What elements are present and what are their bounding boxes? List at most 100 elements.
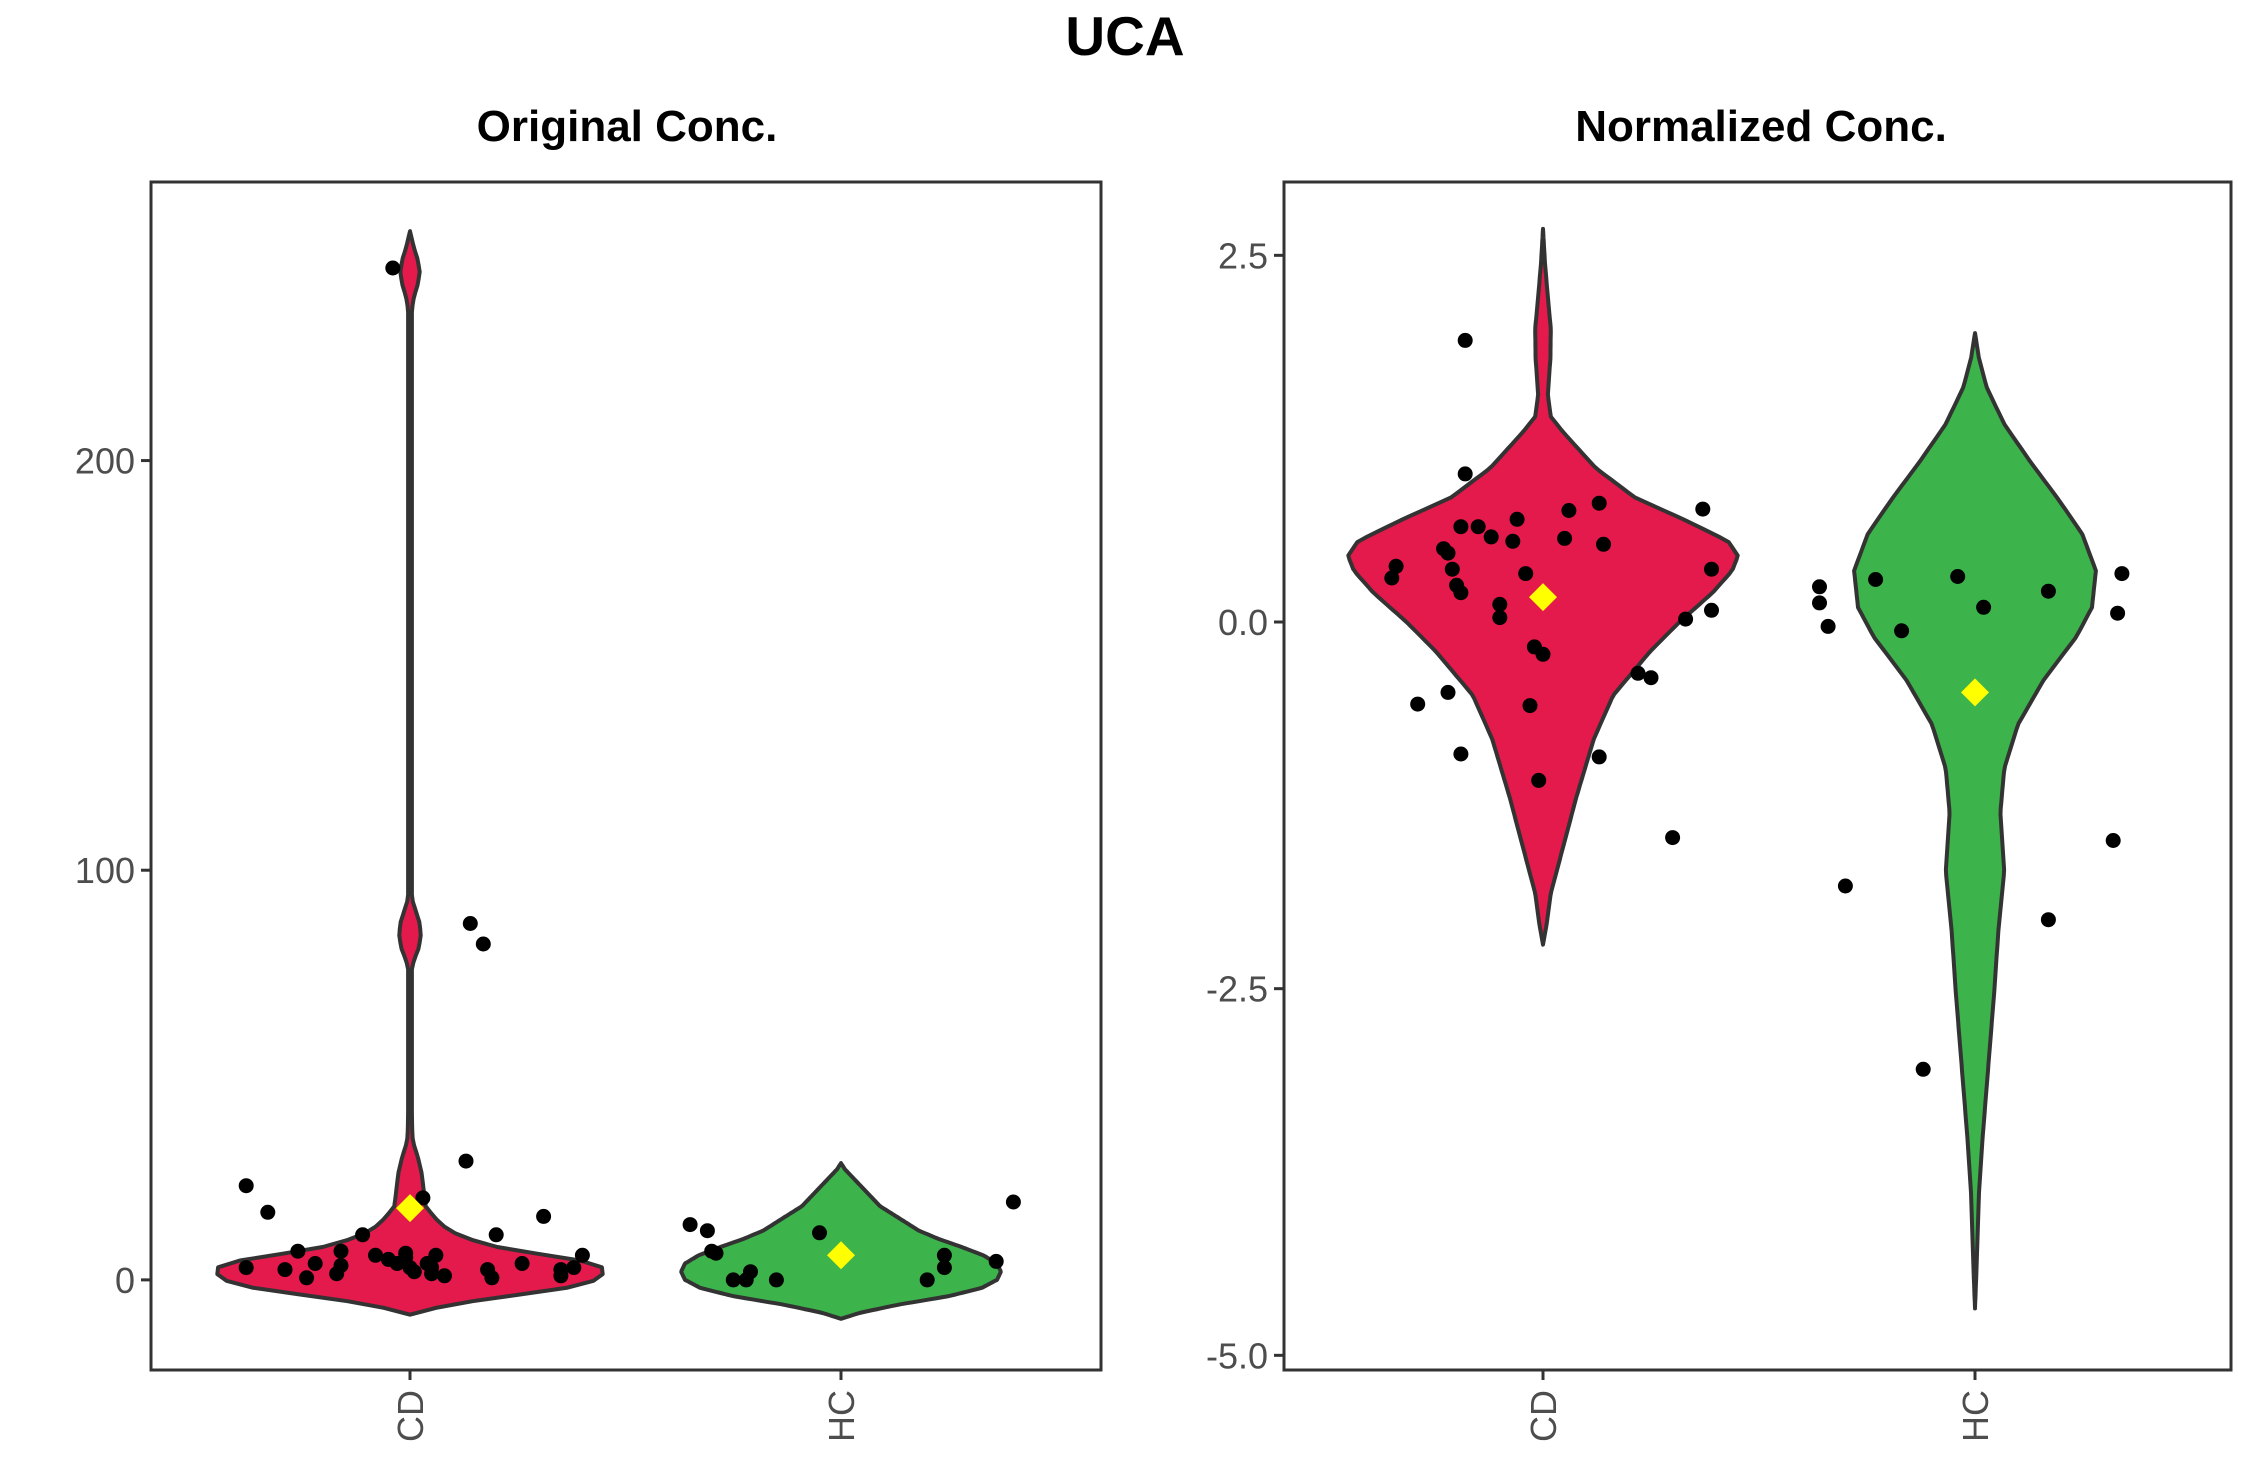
data-point (1643, 670, 1659, 686)
data-point (1704, 602, 1719, 618)
data-point (1695, 501, 1711, 517)
data-point (458, 1153, 474, 1169)
data-point (936, 1260, 952, 1276)
mean-marker (1961, 678, 1989, 707)
data-point (574, 1247, 590, 1263)
data-point (299, 1270, 315, 1286)
data-point (1492, 596, 1508, 612)
data-point (1440, 545, 1456, 561)
data-point (260, 1204, 276, 1220)
data-point (1483, 529, 1499, 545)
data-point (1453, 519, 1469, 535)
data-point (1453, 585, 1469, 601)
panel-plot-area: -5.0 -2.5 0.0 2.5 CD HC (1206, 180, 2233, 1442)
data-point (385, 260, 401, 276)
data-point (1976, 599, 1992, 615)
x-tick-label: HC (821, 1390, 862, 1442)
data-point (290, 1243, 306, 1259)
data-point (1950, 569, 1966, 584)
data-point (1453, 746, 1469, 762)
violin-hc (679, 1161, 1003, 1321)
data-point (1868, 572, 1884, 587)
data-point (2040, 912, 2056, 928)
data-point (1440, 684, 1456, 700)
y-tick-label: 0 (115, 1260, 135, 1301)
data-point (988, 1253, 1004, 1269)
panel-plot-area: 0 100 200 CD HC (75, 180, 1103, 1442)
panel-original: Original Conc. 0 100 200 CD HC (75, 102, 1103, 1442)
data-point (1557, 530, 1573, 546)
data-point (1384, 570, 1400, 586)
y-tick-label: 2.5 (1218, 235, 1268, 276)
data-point (743, 1264, 758, 1280)
data-point (277, 1262, 293, 1278)
mean-marker (827, 1241, 855, 1270)
data-point (488, 1227, 504, 1243)
data-point (1492, 610, 1508, 626)
data-point (437, 1268, 452, 1284)
data-point (708, 1245, 724, 1261)
data-point (1509, 511, 1525, 527)
data-point (1522, 698, 1538, 714)
data-point (355, 1227, 371, 1243)
data-point (238, 1260, 254, 1276)
data-point (1444, 561, 1460, 577)
data-point (333, 1258, 349, 1273)
data-point (1812, 595, 1827, 611)
data-point (475, 936, 491, 952)
data-point (1005, 1194, 1021, 1210)
data-point (1704, 561, 1719, 577)
figure-title: UCA (1065, 5, 1185, 67)
data-point (406, 1264, 422, 1280)
data-point (1470, 519, 1486, 535)
data-point (1630, 665, 1646, 681)
data-point (424, 1266, 440, 1282)
data-point (1410, 696, 1426, 712)
data-point (333, 1243, 349, 1259)
violin-cd (215, 229, 605, 1317)
data-point (936, 1247, 952, 1263)
y-tick-label: -5.0 (1206, 1335, 1268, 1376)
x-tick-label: CD (390, 1390, 431, 1442)
data-point (919, 1272, 935, 1288)
data-point (566, 1260, 582, 1276)
data-point (1457, 466, 1473, 482)
data-point (1591, 749, 1607, 765)
panel-border (149, 180, 1103, 1372)
data-point (238, 1178, 254, 1194)
data-point (1596, 536, 1611, 552)
y-tick-label: 200 (75, 441, 135, 482)
data-point (1591, 495, 1607, 511)
data-point (484, 1270, 500, 1286)
data-point (1665, 830, 1681, 846)
data-point (699, 1223, 715, 1239)
x-tick-label: CD (1523, 1390, 1564, 1442)
data-point (1388, 558, 1404, 574)
data-point (1535, 646, 1551, 662)
y-tick-label: -2.5 (1206, 969, 1268, 1010)
data-point (682, 1217, 698, 1233)
data-point (1812, 579, 1827, 595)
data-point (368, 1247, 383, 1263)
data-point (1518, 566, 1534, 582)
x-tick-label: HC (1955, 1390, 1996, 1442)
data-point (2110, 605, 2126, 621)
data-point (768, 1272, 784, 1288)
data-point (553, 1262, 569, 1278)
panel-border (1282, 180, 2233, 1372)
data-point (1457, 332, 1473, 348)
data-point (2105, 833, 2121, 848)
mean-marker (1529, 583, 1557, 612)
mean-marker (396, 1194, 424, 1223)
data-point (1561, 503, 1577, 518)
data-point (1531, 772, 1547, 788)
data-point (725, 1272, 741, 1288)
data-point (428, 1247, 444, 1263)
data-point (462, 916, 478, 931)
data-point (1915, 1061, 1931, 1077)
data-point (1894, 623, 1910, 639)
panel-title: Original Conc. (477, 102, 778, 151)
y-tick-label: 100 (75, 850, 135, 891)
panel-normalized: Normalized Conc. -5.0 -2.5 0.0 2.5 CD HC (1206, 102, 2233, 1442)
